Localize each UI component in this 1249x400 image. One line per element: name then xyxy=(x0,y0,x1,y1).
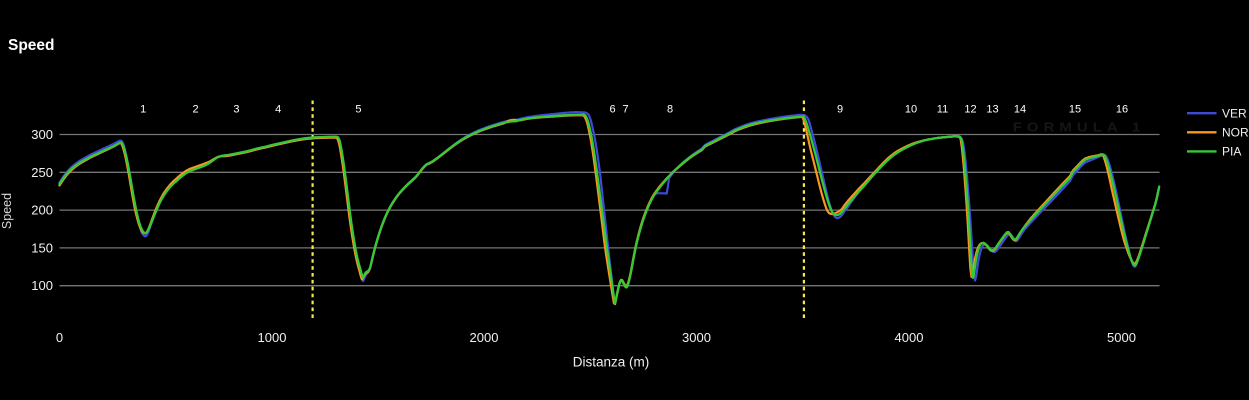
svg-text:FORMULA 1: FORMULA 1 xyxy=(1013,120,1145,135)
svg-text:4000: 4000 xyxy=(895,330,924,345)
svg-text:2: 2 xyxy=(193,104,199,116)
svg-text:6: 6 xyxy=(609,104,615,116)
svg-text:0: 0 xyxy=(56,330,63,345)
svg-text:100: 100 xyxy=(31,278,53,293)
svg-text:Distanza (m): Distanza (m) xyxy=(573,355,650,370)
svg-text:150: 150 xyxy=(31,240,53,255)
svg-text:5: 5 xyxy=(355,104,361,116)
svg-text:11: 11 xyxy=(937,104,948,116)
svg-text:16: 16 xyxy=(1116,104,1128,116)
svg-text:12: 12 xyxy=(964,104,976,116)
svg-text:PIA: PIA xyxy=(1222,145,1241,159)
svg-text:Speed: Speed xyxy=(8,37,55,54)
svg-text:10: 10 xyxy=(905,104,917,116)
svg-text:4: 4 xyxy=(275,104,281,116)
svg-text:300: 300 xyxy=(31,127,53,142)
svg-text:3: 3 xyxy=(233,104,239,116)
svg-text:14: 14 xyxy=(1014,104,1026,116)
svg-text:200: 200 xyxy=(31,203,53,218)
svg-text:1000: 1000 xyxy=(258,330,287,345)
svg-text:250: 250 xyxy=(31,165,53,180)
svg-text:9: 9 xyxy=(837,104,843,116)
svg-text:2000: 2000 xyxy=(470,330,499,345)
svg-text:15: 15 xyxy=(1069,104,1081,116)
svg-text:Speed: Speed xyxy=(0,193,14,229)
svg-text:VER: VER xyxy=(1222,107,1247,121)
svg-text:5000: 5000 xyxy=(1107,330,1136,345)
svg-text:NOR: NOR xyxy=(1222,126,1249,140)
svg-text:3000: 3000 xyxy=(682,330,711,345)
svg-text:1: 1 xyxy=(140,104,146,116)
svg-text:7: 7 xyxy=(622,104,628,116)
svg-text:8: 8 xyxy=(667,104,673,116)
svg-text:13: 13 xyxy=(986,104,998,116)
